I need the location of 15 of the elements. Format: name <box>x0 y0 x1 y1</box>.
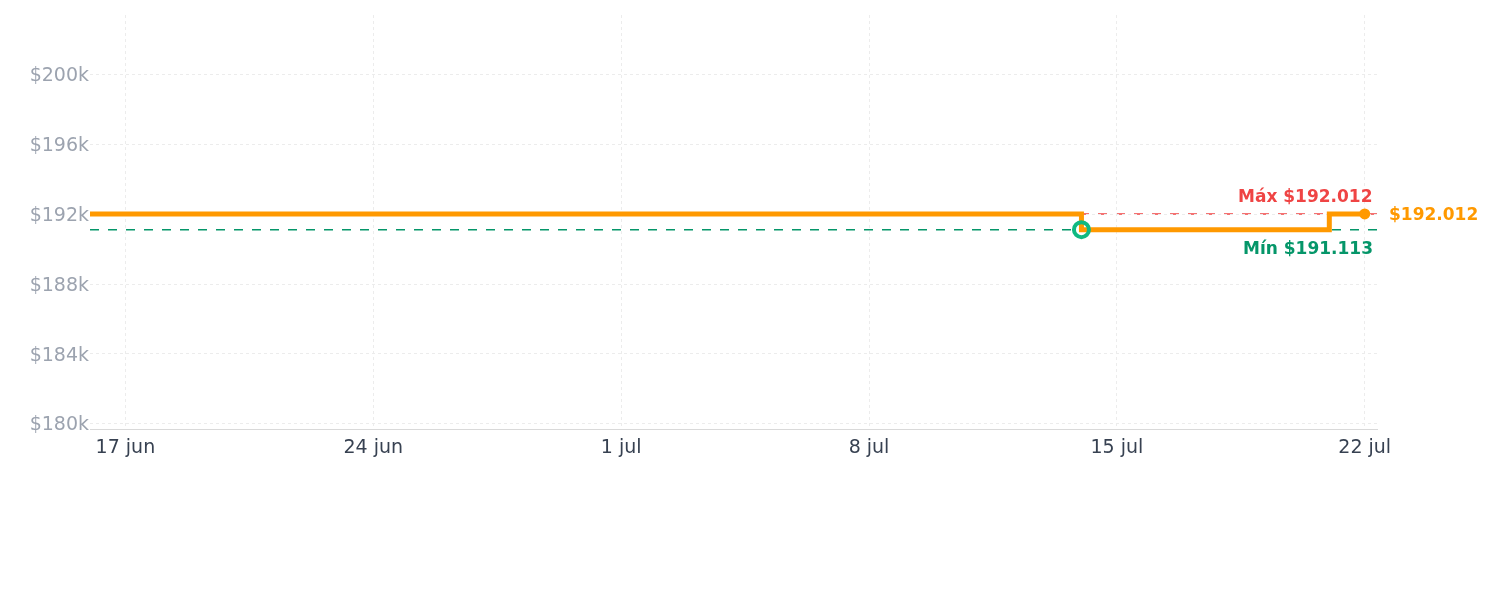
x-tick-label: 15 jul <box>1090 434 1144 457</box>
x-tick-label: 8 jul <box>848 434 890 457</box>
x-tick-label: 1 jul <box>600 434 642 457</box>
ref-line-label: Máx $192.012 <box>1238 186 1373 206</box>
ref-line-label: Mín $191.113 <box>1243 238 1374 258</box>
y-tick-label: $192k <box>29 202 89 225</box>
y-tick-label: $184k <box>29 342 89 365</box>
y-tick-label: $196k <box>29 132 89 155</box>
x-tick-label: 24 jun <box>343 434 404 457</box>
annotation: $192.012 <box>1389 204 1479 224</box>
x-tick-label: 22 jul <box>1338 434 1392 457</box>
y-tick-label: $180k <box>29 412 89 435</box>
y-tick-label: $200k <box>29 63 89 86</box>
x-tick-label: 17 jun <box>95 434 156 457</box>
y-tick-label: $188k <box>29 272 89 295</box>
